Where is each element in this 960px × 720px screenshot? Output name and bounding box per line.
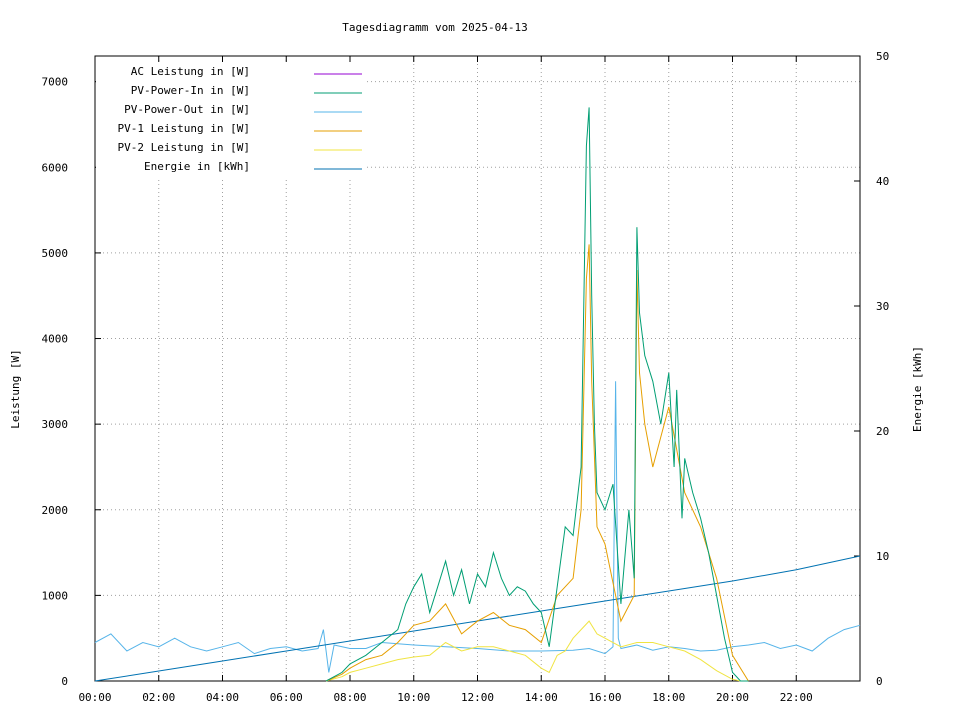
x-tick-label: 04:00 <box>206 691 239 704</box>
y2-tick-label: 40 <box>876 175 889 188</box>
x-axis-ticks: 00:00 02:00 04:00 06:00 08:00 10:00 12:00 14:00… <box>78 56 813 704</box>
y-tick-label: 7000 <box>42 76 69 89</box>
y2-tick-label: 30 <box>876 300 889 313</box>
legend-label: PV-Power-In in [W] <box>131 84 250 97</box>
y-axis-ticks: 0 1000 2000 3000 4000 5000 6000 7000 <box>42 76 101 688</box>
y-axis-label: Leistung [W] <box>9 349 22 428</box>
series-lines <box>94 107 861 682</box>
x-tick-label: 18:00 <box>652 691 685 704</box>
y2-tick-label: 20 <box>876 425 889 438</box>
x-tick-label: 12:00 <box>461 691 494 704</box>
series-line-2 <box>94 381 861 673</box>
legend-background <box>96 62 364 178</box>
legend: AC Leistung in [W] PV-Power-In in [W] PV-P… <box>96 62 364 178</box>
y-tick-label: 4000 <box>42 333 69 346</box>
x-tick-label: 22:00 <box>780 691 813 704</box>
legend-label: Energie in [kWh] <box>144 160 250 173</box>
y2-tick-label: 50 <box>876 50 889 63</box>
y2-tick-label: 10 <box>876 550 889 563</box>
x-tick-label: 02:00 <box>142 691 175 704</box>
y-tick-label: 6000 <box>42 161 69 174</box>
x-tick-label: 16:00 <box>588 691 621 704</box>
legend-label: PV-1 Leistung in [W] <box>118 122 250 135</box>
legend-label: PV-Power-Out in [W] <box>124 103 250 116</box>
y2-axis-ticks: 0 10 20 30 40 50 <box>854 50 889 688</box>
series-line-1 <box>325 107 749 682</box>
y2-axis-label: Energie [kWh] <box>911 346 924 432</box>
y-tick-label: 5000 <box>42 247 69 260</box>
chart-title: Tagesdiagramm vom 2025-04-13 <box>342 21 527 34</box>
x-tick-label: 08:00 <box>333 691 366 704</box>
x-tick-label: 10:00 <box>397 691 430 704</box>
x-tick-label: 20:00 <box>716 691 749 704</box>
y-tick-label: 3000 <box>42 418 69 431</box>
legend-label: PV-2 Leistung in [W] <box>118 141 250 154</box>
series-line-4 <box>325 620 741 682</box>
y-tick-label: 2000 <box>42 504 69 517</box>
legend-label: AC Leistung in [W] <box>131 65 250 78</box>
series-line-3 <box>325 244 749 682</box>
x-tick-label: 06:00 <box>270 691 303 704</box>
y2-tick-label: 0 <box>876 675 883 688</box>
y-tick-label: 0 <box>61 675 68 688</box>
x-tick-label: 14:00 <box>525 691 558 704</box>
x-tick-label: 00:00 <box>78 691 111 704</box>
y-tick-label: 1000 <box>42 589 69 602</box>
